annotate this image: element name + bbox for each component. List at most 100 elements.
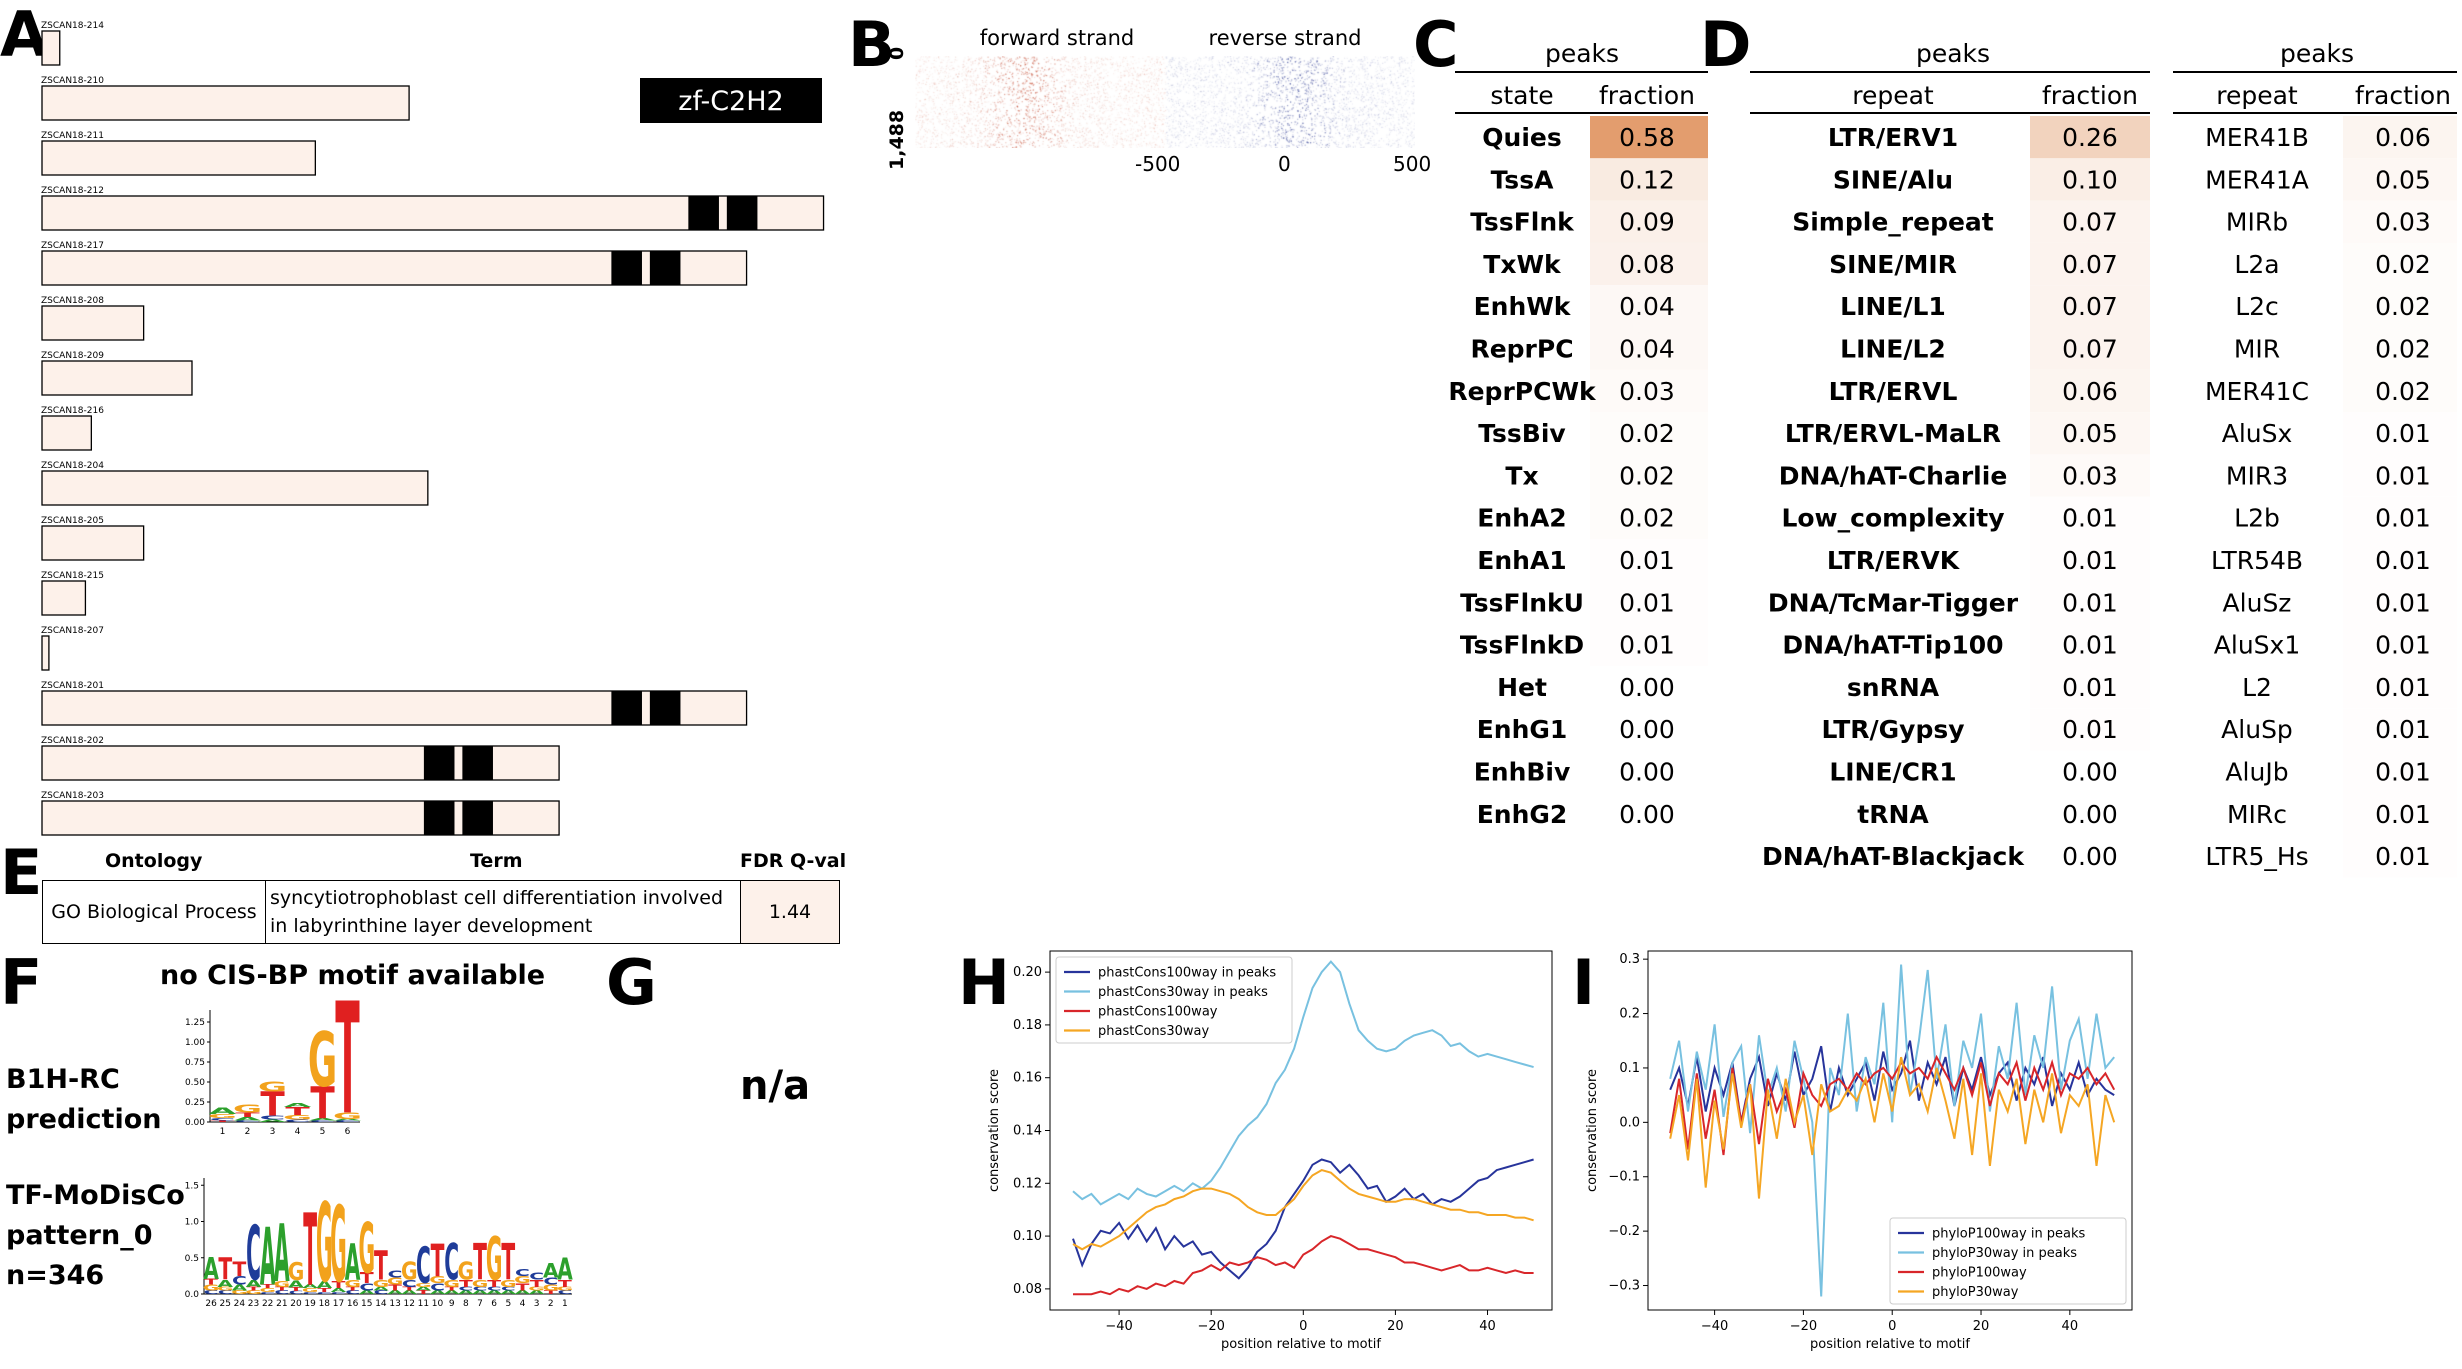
fraction-cell — [2030, 285, 2150, 328]
fraction-cell — [2030, 835, 2150, 878]
x-tick-neg500: -500 — [1135, 152, 1181, 176]
logo-letter: T — [235, 1111, 260, 1119]
logo-x-tick: 4 — [520, 1299, 526, 1309]
fraction-cell — [2030, 116, 2150, 159]
x-tick-label: 20 — [1387, 1319, 1404, 1334]
go-ontology-cell: GO Biological Process — [42, 880, 266, 944]
logo-letter: G — [316, 1179, 333, 1307]
y-tick-label: 0.10 — [1013, 1229, 1042, 1244]
logo-x-tick: 22 — [262, 1299, 273, 1309]
isoform-box — [41, 580, 87, 616]
logo-x-tick: 2 — [548, 1299, 554, 1309]
logo-x-tick: 5 — [505, 1299, 511, 1309]
row-fraction: 0.01 — [2375, 842, 2431, 871]
logo-letter: T — [388, 1283, 402, 1292]
row-label: MIRc — [2227, 800, 2287, 829]
fraction-cell — [2030, 158, 2150, 201]
isoform-name: ZSCAN18-209 — [41, 351, 104, 361]
row-fraction: 0.26 — [2062, 123, 2118, 152]
row-fraction: 0.04 — [1619, 335, 1675, 364]
plot-frame — [1647, 950, 2133, 1311]
y-tick-label: 0.08 — [1013, 1282, 1042, 1297]
row-label: Tx — [1505, 461, 1538, 490]
row-fraction: 0.02 — [2375, 250, 2431, 279]
repeat-col-header: repeat — [1852, 81, 1934, 110]
logo-letter: C — [303, 1292, 318, 1295]
fraction-cell — [2343, 665, 2457, 709]
row-fraction: 0.00 — [1619, 673, 1675, 702]
isoform-box — [41, 30, 61, 66]
logo-letter: G — [217, 1286, 234, 1292]
logo-letter: T — [487, 1277, 501, 1289]
logo-letter: C — [373, 1290, 388, 1296]
row-fraction: 0.02 — [1619, 419, 1675, 448]
logo-letter: G — [302, 1287, 319, 1293]
panel-letter-b: B — [848, 8, 896, 81]
legend-entry: phyloP30way — [1932, 1285, 2019, 1300]
logo-letter: A — [515, 1290, 531, 1296]
logo-x-tick: 13 — [389, 1299, 400, 1309]
row-fraction: 0.02 — [1619, 461, 1675, 490]
fraction-cell — [2343, 581, 2457, 624]
tfmodisco-label: TF-MoDisCo pattern_0 n=346 — [6, 1176, 185, 1296]
row-fraction: 0.06 — [2375, 123, 2431, 152]
logo-y-tick: 0.75 — [185, 1058, 205, 1068]
isoform-name: ZSCAN18-212 — [41, 186, 104, 196]
logo-x-tick: 26 — [205, 1299, 217, 1309]
row-label: EnhA1 — [1477, 546, 1566, 575]
logo-x-tick: 17 — [333, 1299, 344, 1309]
zf-domain — [462, 746, 493, 780]
x-axis-label: position relative to motif — [1221, 1337, 1381, 1352]
row-label: DNA/TcMar-Tigger — [1768, 588, 2019, 617]
row-label: Quies — [1482, 123, 1561, 152]
logo-letter: T — [289, 1287, 303, 1293]
logo-letter: T — [402, 1286, 416, 1292]
no-cisbp-title: no CIS-BP motif available — [160, 960, 546, 991]
row-fraction: 0.00 — [1619, 715, 1675, 744]
logo-letter: T — [374, 1244, 388, 1289]
row-label: EnhWk — [1474, 292, 1572, 321]
logo-letter: A — [500, 1290, 516, 1296]
logo-letter: C — [487, 1286, 502, 1292]
go-enrichment-table: GO Biological Process syncytiotrophoblas… — [42, 880, 840, 944]
legend-entry: phastCons100way in peaks — [1098, 966, 1276, 981]
logo-x-tick: 5 — [320, 1127, 326, 1137]
fraction-cell — [2030, 454, 2150, 497]
fraction-cell — [2343, 327, 2457, 370]
logo-letter: C — [345, 1290, 360, 1296]
zf-domain — [649, 251, 681, 285]
isoform-box — [41, 470, 429, 506]
fraction-cell — [2343, 200, 2457, 243]
fraction-col-header: fraction — [2042, 81, 2138, 110]
logo-letter: A — [359, 1290, 375, 1296]
fraction-cell — [2343, 750, 2457, 793]
isoform-name: ZSCAN18-202 — [41, 736, 104, 746]
logo-letter: A — [486, 1290, 502, 1296]
logo-x-tick: 14 — [375, 1299, 387, 1309]
y-tick-label: 0.3 — [1619, 952, 1640, 967]
logo-letter: T — [332, 1279, 346, 1291]
isoform-name: ZSCAN18-216 — [41, 406, 104, 416]
logo-letter: A — [217, 1277, 234, 1289]
logo-letter: A — [416, 1286, 432, 1292]
row-label: MER41A — [2205, 165, 2309, 194]
row-label: TssFlnk — [1470, 208, 1575, 237]
panel-letter-d: D — [1700, 8, 1752, 81]
logo-letter: G — [500, 1277, 517, 1289]
logo-letter: C — [501, 1286, 516, 1292]
logo-letter: T — [516, 1281, 530, 1293]
phastcons-line-chart: −40 −20 0 20 40 0.08 0.10 0.12 0.14 0.16 0.18 0.20 p… — [987, 950, 1553, 1352]
fraction-cell — [2030, 623, 2150, 666]
logo-x-tick: 12 — [404, 1299, 415, 1309]
logo-letter: C — [473, 1286, 488, 1292]
logo-letter: A — [302, 1284, 318, 1290]
isoform-name: ZSCAN18-205 — [41, 516, 104, 526]
fraction-cell — [2030, 539, 2150, 582]
logo-x-tick: 23 — [248, 1299, 259, 1309]
logo-letter: T — [416, 1290, 430, 1296]
row-label: MIR3 — [2226, 461, 2288, 490]
panel-letter-e: E — [0, 836, 43, 909]
logo-x-tick: 2 — [245, 1127, 251, 1137]
fraction-cell — [2030, 496, 2150, 539]
row-fraction: 0.06 — [2062, 377, 2118, 406]
